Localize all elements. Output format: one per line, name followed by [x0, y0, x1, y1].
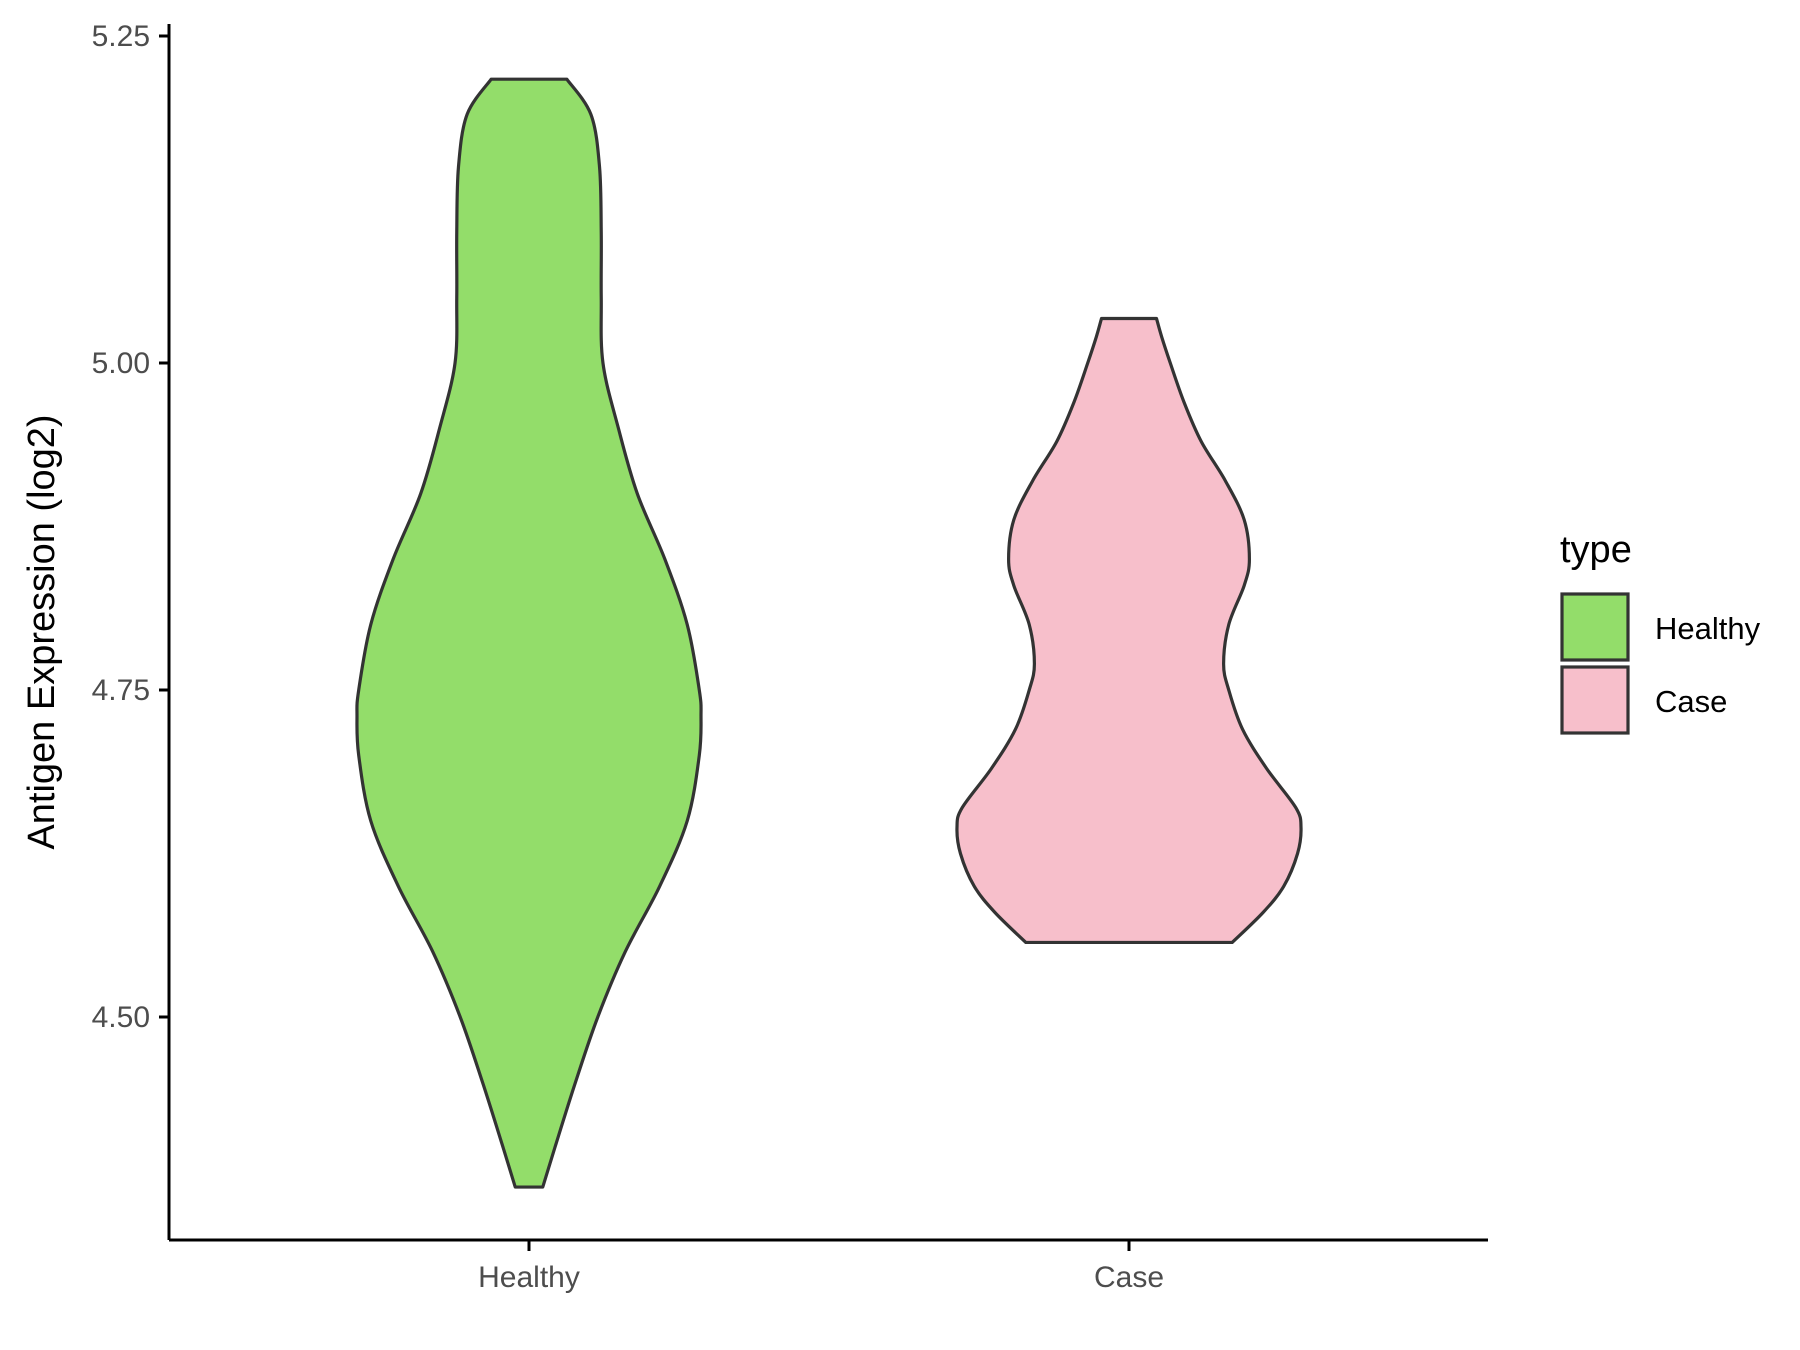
legend-title: type — [1560, 529, 1632, 571]
x-tick-label: Case — [1094, 1261, 1164, 1294]
legend: type Healthy Case — [1560, 529, 1761, 735]
y-tick-label: 5.00 — [92, 347, 150, 380]
violin-case — [955, 316, 1303, 945]
y-ticks: 4.50 4.75 5.00 5.25 — [92, 20, 169, 1034]
y-tick-label: 4.75 — [92, 674, 150, 707]
legend-items: Healthy Case — [1560, 592, 1761, 735]
legend-swatch — [1560, 592, 1630, 662]
violins-layer — [355, 77, 1303, 1189]
y-axis-title: Antigen Expression (log2) — [21, 414, 63, 849]
x-ticks: Healthy Case — [478, 1240, 1164, 1294]
y-tick-label: 5.25 — [92, 20, 150, 53]
legend-swatch — [1560, 665, 1630, 735]
legend-label: Healthy — [1655, 611, 1761, 646]
y-tick-label: 4.50 — [92, 1001, 150, 1034]
violin-healthy — [355, 77, 703, 1189]
legend-label: Case — [1655, 684, 1727, 719]
x-tick-label: Healthy — [478, 1261, 580, 1294]
